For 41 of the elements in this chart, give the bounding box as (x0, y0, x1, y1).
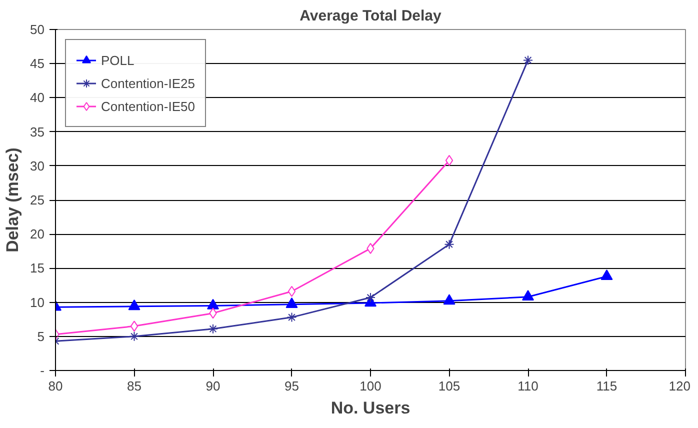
x-tick-label: 85 (127, 378, 142, 394)
x-tick-label: 105 (438, 378, 460, 394)
point (523, 55, 533, 66)
x-tick-label: 110 (518, 378, 538, 394)
x-tick-label: 95 (284, 378, 299, 394)
y-tick-label: 35 (30, 124, 45, 140)
x-axis-title: No. Users (330, 398, 410, 418)
point (445, 154, 454, 166)
y-axis-title: Delay (msec) (3, 148, 22, 252)
x-tick-label: 100 (360, 378, 382, 394)
point (288, 286, 296, 297)
y-tick-label: 30 (30, 158, 45, 174)
x-tick-label: 115 (596, 378, 618, 394)
point (366, 292, 376, 303)
legend-label: Contention-IE25 (101, 76, 195, 90)
y-tick-label: - (40, 363, 45, 378)
point (208, 324, 218, 334)
y-tick-label: 40 (30, 90, 45, 106)
y-tick-label: 15 (30, 260, 45, 276)
x-tick-label: 120 (668, 378, 691, 394)
point (207, 298, 219, 310)
point (443, 294, 456, 305)
point (600, 270, 613, 280)
chart-title: Average Total Delay (300, 8, 442, 24)
y-tick-label: 20 (30, 226, 45, 242)
point (286, 312, 297, 322)
y-tick-label: 5 (37, 328, 45, 344)
point (130, 320, 138, 332)
point (522, 290, 534, 301)
point (444, 239, 454, 250)
legend-label: POLL (101, 52, 134, 68)
y-tick-label: 10 (30, 294, 45, 310)
x-tick-label: 80 (48, 378, 63, 394)
x-tick-label: 90 (206, 378, 220, 394)
point (129, 331, 140, 342)
y-tick-label: 45 (30, 56, 45, 72)
point (286, 297, 298, 308)
y-tick-label: 25 (30, 192, 45, 208)
legend-label: Contention-IE50 (101, 98, 195, 114)
point (128, 300, 140, 310)
y-tick-label: 50 (30, 22, 45, 37)
